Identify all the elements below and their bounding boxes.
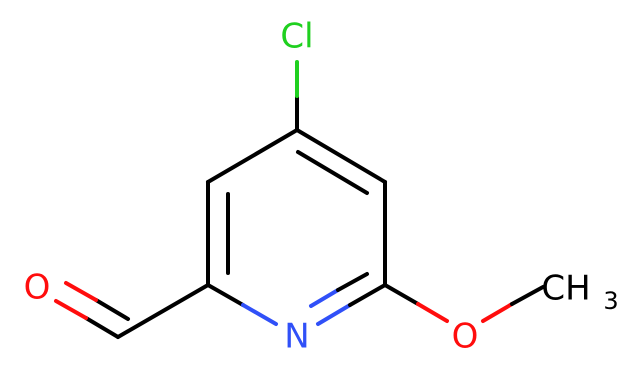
bonds xyxy=(54,60,545,339)
atom-label: N xyxy=(284,317,309,357)
atom-label: CH xyxy=(541,269,590,309)
bond xyxy=(295,128,387,184)
bond xyxy=(206,128,299,184)
bond xyxy=(336,272,369,292)
atom-label: O xyxy=(452,317,479,357)
atom-labels: Cl O N O CH 3 xyxy=(24,17,619,357)
bond xyxy=(348,283,387,307)
bond xyxy=(241,303,278,326)
bond xyxy=(481,302,514,323)
bond xyxy=(64,281,98,302)
bond xyxy=(416,302,449,323)
bond xyxy=(316,303,352,326)
bond xyxy=(510,285,545,306)
bond xyxy=(206,283,245,307)
atom-subscript: 3 xyxy=(603,287,618,315)
bond xyxy=(296,150,369,195)
atom-label: O xyxy=(24,268,51,308)
bond xyxy=(54,299,88,320)
bond xyxy=(309,288,340,308)
bond xyxy=(116,283,210,339)
bond xyxy=(383,283,420,306)
bond xyxy=(94,298,130,321)
atom-label: Cl xyxy=(280,17,313,57)
bond xyxy=(84,316,120,339)
